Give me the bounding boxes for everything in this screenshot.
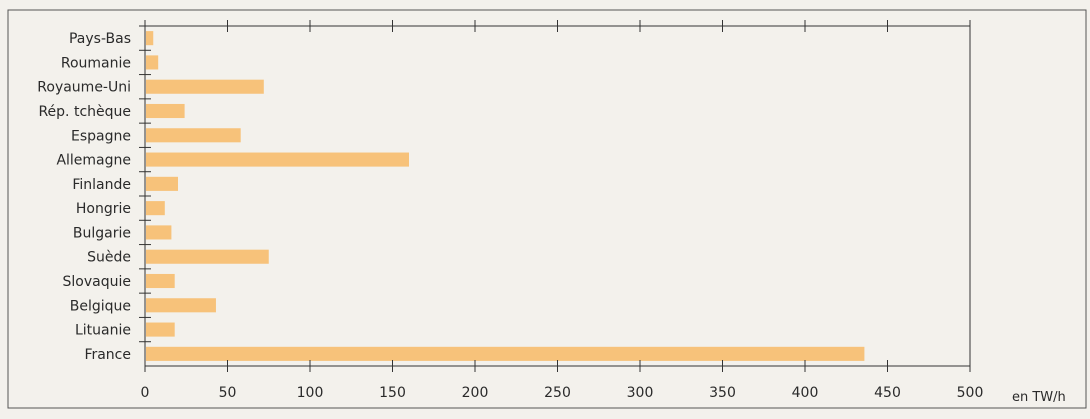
x-tick-label: 300 <box>627 385 654 401</box>
bar <box>146 225 172 240</box>
category-label: Finlande <box>72 177 131 193</box>
chart-frame <box>7 9 1087 409</box>
category-label: Hongrie <box>76 201 131 217</box>
x-tick-label: 400 <box>792 385 819 401</box>
category-label: Roumanie <box>61 55 131 71</box>
bar <box>146 152 409 167</box>
category-label: Bulgarie <box>73 225 131 241</box>
category-label: Espagne <box>71 128 131 144</box>
bar <box>146 55 159 70</box>
bar <box>146 346 865 361</box>
bar <box>146 176 178 191</box>
category-label: Suède <box>87 250 131 266</box>
x-tick-label: 500 <box>957 385 984 401</box>
category-label: Rép. tchèque <box>38 104 131 120</box>
x-tick-label: 450 <box>874 385 901 401</box>
bar <box>146 298 216 313</box>
category-label: Royaume-Uni <box>37 80 131 96</box>
category-label: Belgique <box>70 298 131 314</box>
bar <box>146 201 165 216</box>
category-label: Allemagne <box>56 153 131 169</box>
category-label: Lituanie <box>75 323 131 339</box>
category-label: Slovaquie <box>63 274 131 290</box>
x-axis-unit-label: en TW/h <box>1012 390 1066 405</box>
category-label: France <box>84 347 131 363</box>
x-tick-label: 100 <box>297 385 324 401</box>
bar <box>146 103 185 119</box>
x-tick-label: 350 <box>709 385 736 401</box>
bar <box>146 128 241 143</box>
x-tick-label: 250 <box>544 385 571 401</box>
bar <box>146 273 175 289</box>
bar <box>146 249 269 264</box>
bar <box>146 79 264 94</box>
category-label: Pays-Bas <box>69 31 131 47</box>
bar <box>146 322 175 337</box>
x-tick-label: 150 <box>379 385 406 401</box>
x-tick-label: 0 <box>141 385 150 401</box>
bar <box>146 31 154 46</box>
x-tick-label: 200 <box>462 385 489 401</box>
x-tick-label: 50 <box>219 385 237 401</box>
